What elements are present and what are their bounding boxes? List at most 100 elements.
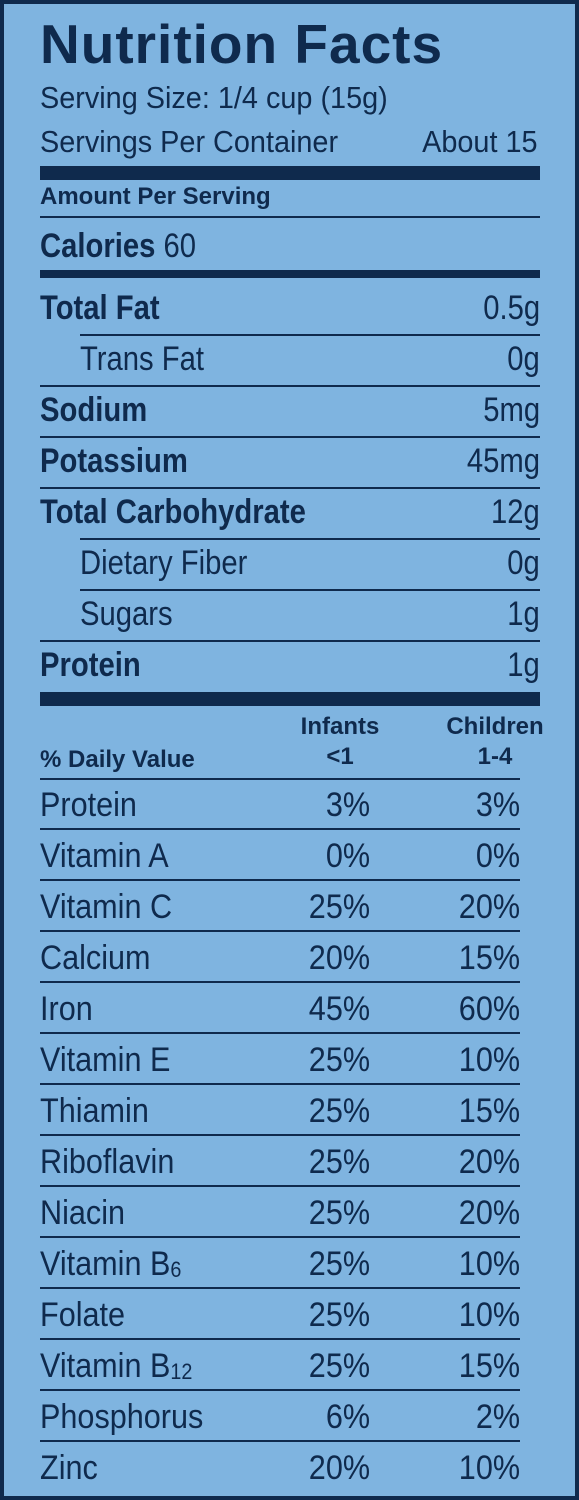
divider (40, 1134, 520, 1136)
calories-value: 60 (163, 227, 197, 265)
divider-thick-2 (40, 692, 540, 706)
nutrient-name: Trans Fat (80, 340, 205, 378)
nutrient-name: Potassium (40, 442, 188, 480)
vitamin-name: Thiamin (40, 1092, 149, 1130)
infants-value: 25% (308, 888, 370, 926)
infants-value: 20% (308, 1449, 370, 1487)
nutrient-value: 0g (507, 544, 540, 582)
children-value: 60% (458, 990, 520, 1028)
daily-value-header: % Daily Value Infants <1 Children 1-4 (40, 712, 544, 776)
vitamin-subscript: 6 (170, 1257, 182, 1282)
children-value: 0% (475, 837, 520, 875)
divider (40, 640, 540, 642)
nutrient-row: Sugars 1g (40, 594, 540, 634)
divider (40, 828, 520, 830)
nutrient-name: Total Fat (40, 289, 160, 327)
children-value: 20% (458, 888, 520, 926)
nutrient-row: Potassium 45mg (40, 441, 540, 481)
children-value: 15% (458, 1347, 520, 1385)
infants-value: 25% (308, 1143, 370, 1181)
vitamin-row: Folate 25% 10% (40, 1290, 540, 1340)
children-value: 15% (458, 1092, 520, 1130)
divider (40, 436, 540, 438)
vitamin-name: Zinc (40, 1449, 98, 1487)
children-value: 10% (458, 1245, 520, 1283)
nutrient-name: Sodium (40, 391, 148, 429)
divider (40, 1236, 520, 1238)
divider-thick (40, 166, 540, 180)
label-title: Nutrition Facts (40, 13, 444, 75)
divider (40, 930, 520, 932)
infants-header-line2: <1 (326, 743, 354, 770)
children-value: 10% (458, 1296, 520, 1334)
divider (40, 1338, 520, 1340)
children-value: 2% (475, 1398, 520, 1436)
calories-text: Calories 60 (40, 226, 196, 266)
vitamin-name: Folate (40, 1296, 126, 1334)
nutrient-name: Total Carbohydrate (40, 493, 306, 531)
vitamin-row: Calcium 20% 15% (40, 933, 540, 983)
vitamin-row: Zinc 20% 10% (40, 1443, 540, 1493)
children-header-line2: 1-4 (477, 743, 513, 770)
infants-value: 25% (308, 1041, 370, 1079)
serving-size: Serving Size: 1/4 cup (15g) (40, 80, 388, 115)
vitamin-row: Phosphorus 6% 2% (40, 1392, 540, 1442)
divider (40, 1083, 520, 1085)
children-value: 20% (458, 1143, 520, 1181)
servings-per-container: Servings Per Container About 15 (40, 124, 538, 160)
children-value: 15% (458, 939, 520, 977)
vitamin-name: Protein (40, 786, 137, 824)
divider (40, 1389, 520, 1391)
children-value: 20% (458, 1194, 520, 1232)
infants-value: 45% (308, 990, 370, 1028)
vitamin-name: Vitamin B12 (40, 1347, 193, 1385)
vitamin-row: Vitamin E 25% 10% (40, 1035, 540, 1085)
nutrient-row: Total Carbohydrate 12g (40, 492, 540, 532)
children-value: 10% (458, 1449, 520, 1487)
vitamin-name: Riboflavin (40, 1143, 175, 1181)
infants-value: 6% (325, 1398, 370, 1436)
divider (40, 1287, 520, 1289)
servings-label: Servings Per Container (40, 124, 339, 159)
children-value: 10% (458, 1041, 520, 1079)
divider (40, 981, 520, 983)
divider (40, 1032, 520, 1034)
divider (40, 1185, 520, 1187)
nutrient-value: 1g (507, 595, 540, 633)
infants-value: 25% (308, 1296, 370, 1334)
nutrient-row: Sodium 5mg (40, 390, 540, 430)
servings-value: About 15 (422, 124, 538, 159)
vitamin-row: Vitamin A 0% 0% (40, 831, 540, 881)
vitamin-row: Riboflavin 25% 20% (40, 1137, 540, 1187)
vitamin-row: Vitamin B12 25% 15% (40, 1341, 540, 1391)
vitamin-name: Vitamin C (40, 888, 173, 926)
nutrient-value: 0g (507, 340, 540, 378)
amount-per-serving: Amount Per Serving (40, 183, 271, 210)
vitamin-name: Calcium (40, 939, 151, 977)
vitamin-row: Vitamin C 25% 20% (40, 882, 540, 932)
infants-value: 0% (325, 837, 370, 875)
vitamin-name: Vitamin E (40, 1041, 171, 1079)
vitamin-row: Iron 45% 60% (40, 984, 540, 1034)
divider (40, 1440, 520, 1442)
nutrient-row: Protein 1g (40, 645, 540, 685)
vitamin-row: Vitamin B6 25% 10% (40, 1239, 540, 1289)
vitamin-row: Protein 3% 3% (40, 780, 540, 830)
vitamin-name: Iron (40, 990, 93, 1028)
nutrient-name: Sugars (80, 595, 173, 633)
nutrient-value: 12g (491, 493, 540, 531)
calories-label: Calories (40, 227, 156, 265)
children-column-header: Children 1-4 (438, 712, 552, 772)
infants-value: 20% (308, 939, 370, 977)
calories-row: Calories 60 (40, 226, 540, 266)
children-value: 3% (475, 786, 520, 824)
infants-value: 25% (308, 1092, 370, 1130)
children-header-line1: Children (446, 713, 544, 740)
infants-value: 25% (308, 1194, 370, 1232)
vitamin-name: Vitamin A (40, 837, 169, 875)
vitamin-name: Phosphorus (40, 1398, 204, 1436)
nutrient-row: Total Fat 0.5g (40, 288, 540, 328)
vitamin-row: Thiamin 25% 15% (40, 1086, 540, 1136)
nutrient-name: Dietary Fiber (80, 544, 248, 582)
